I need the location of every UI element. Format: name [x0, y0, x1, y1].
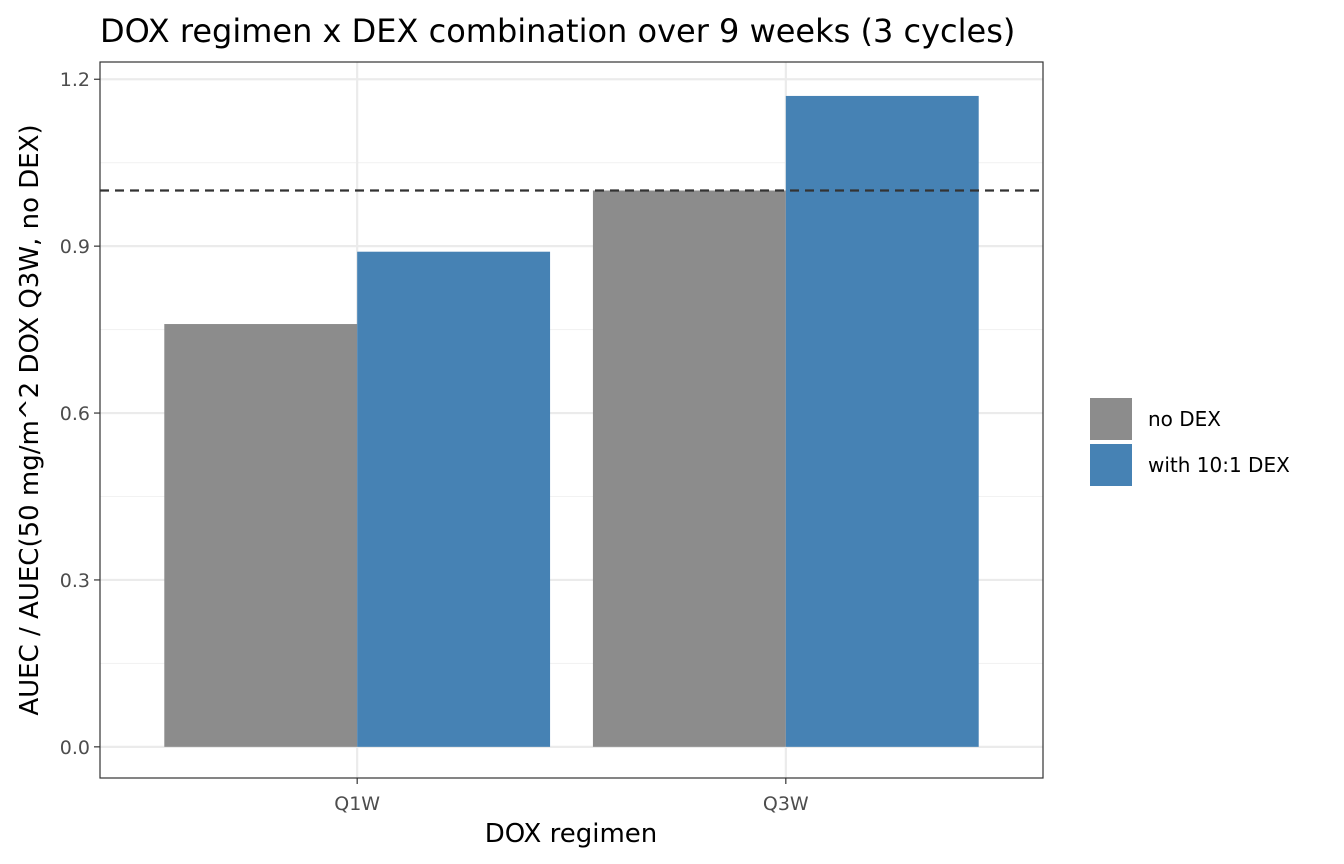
y-tick-label: 0.3 — [60, 570, 90, 592]
legend-key — [1090, 398, 1132, 440]
y-tick-label: 0.0 — [60, 737, 90, 759]
legend-label: with 10:1 DEX — [1148, 453, 1290, 477]
chart-title: DOX regimen x DEX combination over 9 wee… — [100, 12, 1015, 50]
legend-label: no DEX — [1148, 407, 1221, 431]
y-tick-label: 0.9 — [60, 236, 90, 258]
bars — [164, 95, 979, 747]
legend-key — [1090, 444, 1132, 486]
bar — [357, 251, 551, 747]
bar — [785, 95, 979, 747]
bar — [164, 324, 358, 747]
x-tick-label: Q3W — [763, 793, 809, 815]
x-axis-title: DOX regimen — [485, 819, 658, 849]
y-axis-title: AUEC / AUEC(50 mg/m^2 DOX Q3W, no DEX) — [15, 124, 45, 715]
x-axis: Q1W Q3W — [334, 778, 809, 815]
plot-border — [99, 61, 1044, 779]
y-axis: 0.0 0.3 0.6 0.9 1.2 — [60, 69, 100, 759]
y-tick-label: 0.6 — [60, 403, 90, 425]
x-tick-label: Q1W — [334, 793, 380, 815]
legend: no DEX with 10:1 DEX — [1090, 398, 1290, 486]
bar — [592, 190, 786, 747]
y-tick-label: 1.2 — [60, 69, 90, 91]
